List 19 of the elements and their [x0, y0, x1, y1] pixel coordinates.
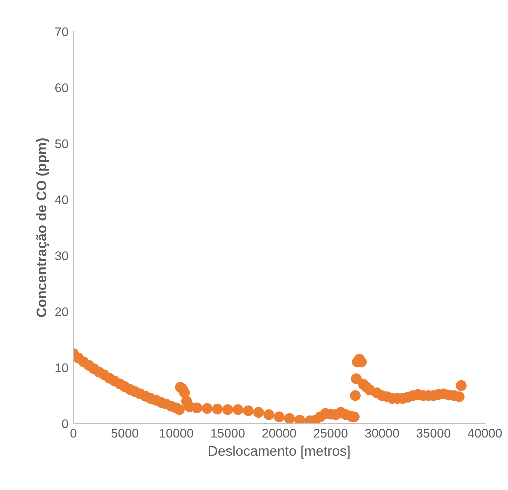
y-tick-label: 60	[56, 84, 68, 92]
x-tick-label: 0	[70, 429, 77, 438]
x-axis-title: Deslocamento [metros]	[209, 446, 350, 459]
y-tick-label: 70	[56, 28, 68, 36]
y-axis-title: Concentração de CO (ppm)	[36, 138, 50, 318]
x-tick-label: 20000	[262, 429, 296, 438]
x-tick-label: 40000	[468, 429, 502, 438]
y-tick-label: 10	[56, 364, 68, 372]
x-tick-label: 30000	[365, 429, 400, 438]
x-tick-label: 25000	[314, 429, 348, 438]
y-tick-label: 0	[62, 420, 68, 428]
y-tick-label: 50	[55, 140, 68, 148]
y-tick-label: 30	[55, 252, 68, 260]
y-tick-label: 20	[56, 308, 68, 316]
x-tick-label: 10000	[160, 429, 194, 438]
y-tick-label: 40	[55, 196, 68, 204]
x-tick-label: 15000	[212, 429, 245, 438]
x-tick-label: 5000	[112, 429, 139, 438]
x-tick-label: 35000	[416, 429, 451, 438]
